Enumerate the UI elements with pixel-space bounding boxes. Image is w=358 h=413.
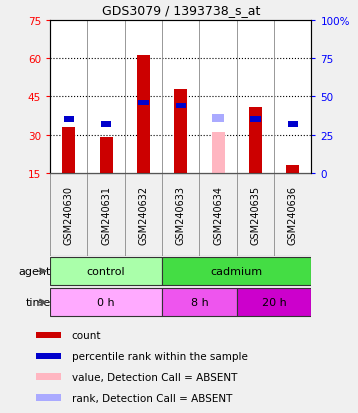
Bar <box>36 374 61 380</box>
Bar <box>286 166 299 173</box>
Text: agent: agent <box>19 266 51 277</box>
Bar <box>237 289 311 316</box>
Text: percentile rank within the sample: percentile rank within the sample <box>72 351 247 361</box>
Bar <box>212 133 225 173</box>
Bar <box>36 332 61 338</box>
Bar <box>162 289 237 316</box>
Bar <box>287 122 298 128</box>
Text: rank, Detection Call = ABSENT: rank, Detection Call = ABSENT <box>72 393 232 403</box>
Text: count: count <box>72 330 101 340</box>
Title: GDS3079 / 1393738_s_at: GDS3079 / 1393738_s_at <box>102 4 260 17</box>
Text: GSM240631: GSM240631 <box>101 185 111 244</box>
Bar <box>212 114 224 123</box>
Text: GSM240633: GSM240633 <box>176 185 186 244</box>
Text: 0 h: 0 h <box>97 297 115 308</box>
Text: cadmium: cadmium <box>211 266 263 277</box>
Bar <box>162 258 311 285</box>
Bar <box>64 117 74 123</box>
Bar <box>138 100 149 106</box>
Text: GSM240630: GSM240630 <box>64 185 74 244</box>
Bar <box>36 353 61 359</box>
Bar <box>249 107 262 173</box>
Bar <box>100 138 113 173</box>
Text: 20 h: 20 h <box>262 297 286 308</box>
Text: control: control <box>87 266 125 277</box>
Text: 8 h: 8 h <box>190 297 208 308</box>
Bar <box>62 128 75 173</box>
Bar <box>36 394 61 401</box>
Bar <box>50 289 162 316</box>
Text: time: time <box>26 297 51 308</box>
Bar <box>250 117 261 123</box>
Text: GSM240636: GSM240636 <box>288 185 298 244</box>
Bar <box>50 258 162 285</box>
Text: GSM240635: GSM240635 <box>251 185 261 244</box>
Bar <box>174 89 187 173</box>
Bar <box>137 56 150 173</box>
Text: GSM240632: GSM240632 <box>139 185 149 244</box>
Text: GSM240634: GSM240634 <box>213 185 223 244</box>
Bar <box>175 103 186 109</box>
Text: value, Detection Call = ABSENT: value, Detection Call = ABSENT <box>72 372 237 382</box>
Bar <box>101 122 111 128</box>
